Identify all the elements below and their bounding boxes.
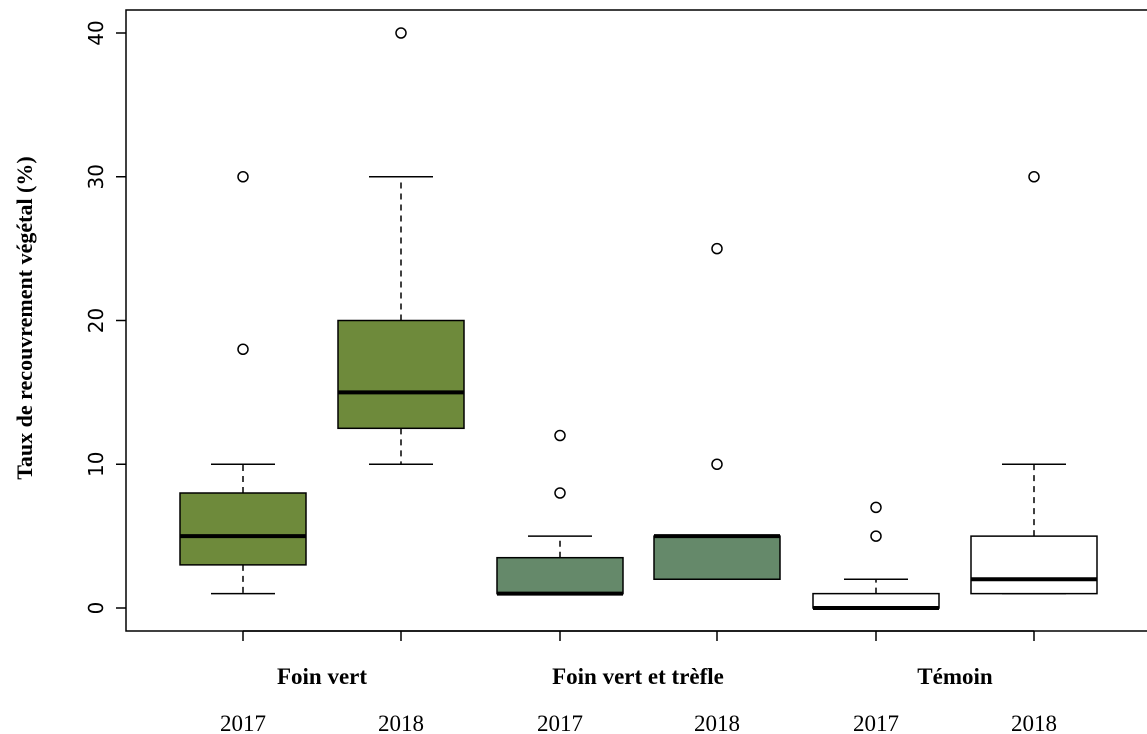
x-year-label: 2018 — [694, 711, 740, 734]
outlier-point — [237, 171, 249, 183]
x-group-label: Témoin — [917, 664, 993, 689]
outlier-point — [870, 501, 882, 514]
box-rect — [496, 556, 624, 595]
outlier-point — [237, 343, 249, 355]
box-foin-vert-et-trèfle-2017 — [496, 429, 624, 596]
box-foin-vert-2017 — [179, 171, 307, 595]
outlier-point — [711, 458, 723, 470]
x-year-label: 2017 — [220, 711, 266, 734]
outlier-point — [554, 487, 566, 499]
box-rect — [179, 492, 307, 566]
box-rect — [812, 592, 940, 609]
outlier-point — [395, 27, 407, 39]
y-tick-label-10: 10 — [84, 452, 108, 477]
y-tick-label-40: 40 — [84, 20, 108, 45]
x-group-label: Foin vert et trèfle — [552, 664, 724, 689]
box-témoin-2018 — [970, 171, 1098, 595]
x-year-label: 2017 — [537, 711, 583, 734]
box-rect — [337, 319, 465, 430]
y-tick-label-0: 0 — [84, 602, 108, 615]
x-year-label: 2017 — [853, 711, 899, 734]
box-foin-vert-2018 — [337, 27, 465, 465]
outlier-point — [1028, 171, 1040, 183]
box-rect — [653, 535, 781, 580]
outlier-point — [711, 242, 723, 255]
y-tick-label-20: 20 — [84, 308, 108, 333]
boxes-layer — [179, 27, 1098, 610]
box-rect — [970, 535, 1098, 595]
y-tick-label-30: 30 — [84, 164, 108, 189]
x-axis: 2017 2018 2017 2018 2017 2018 Foin vert Foin ve… — [220, 630, 1057, 734]
outlier-point — [554, 429, 566, 442]
x-group-label: Foin vert — [277, 664, 367, 689]
x-year-label: 2018 — [1011, 711, 1057, 734]
x-year-label: 2018 — [378, 711, 424, 734]
y-axis: 0 10 20 30 40 — [84, 20, 126, 614]
y-axis-label: Taux de recouvrement végétal (%) — [12, 156, 37, 479]
box-foin-vert-et-trèfle-2018 — [653, 242, 781, 580]
outlier-point — [870, 530, 882, 542]
box-témoin-2017 — [812, 501, 940, 610]
